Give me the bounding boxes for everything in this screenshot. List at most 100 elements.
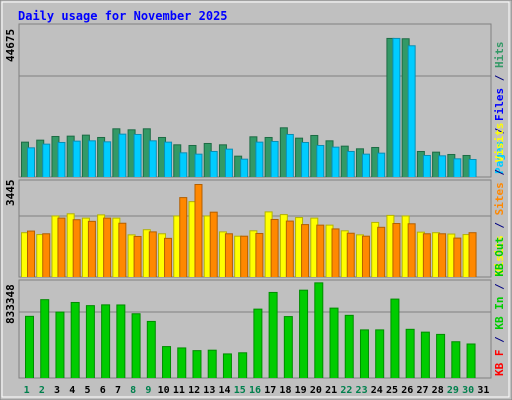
bar-visits-day-10 <box>159 234 166 277</box>
bar-kb-in-day-14 <box>223 354 231 378</box>
x-tick-label: 27 <box>416 385 428 396</box>
bar-kb-in-day-26 <box>406 329 414 378</box>
bar-files-day-25 <box>393 38 400 178</box>
bar-files-day-7 <box>119 134 126 177</box>
bar-kb-in-day-4 <box>71 302 79 378</box>
bar-sites-day-2 <box>43 234 50 277</box>
bar-kb-in-day-7 <box>117 305 125 378</box>
legend-part: / <box>493 121 506 141</box>
bar-files-day-14 <box>225 149 232 177</box>
bar-hits-day-26 <box>402 39 409 177</box>
bar-sites-day-3 <box>58 218 65 277</box>
legend-part: Visits <box>493 235 506 275</box>
top-ymax-label: 44675 <box>4 29 17 62</box>
bar-kb-in-day-2 <box>41 300 49 378</box>
bar-files-day-13 <box>210 151 217 177</box>
bar-sites-day-26 <box>408 224 415 277</box>
bar-visits-day-15 <box>235 236 242 277</box>
bar-files-day-1 <box>28 148 34 177</box>
bar-sites-day-18 <box>286 221 293 277</box>
x-tick-label: 20 <box>310 385 322 396</box>
bar-hits-day-14 <box>219 145 226 177</box>
bar-hits-day-20 <box>311 135 318 177</box>
bar-sites-day-24 <box>378 227 385 277</box>
bar-files-day-29 <box>454 159 461 177</box>
bar-visits-day-17 <box>265 212 272 277</box>
bar-sites-day-28 <box>439 234 446 277</box>
bar-hits-day-8 <box>128 130 135 177</box>
bar-visits-day-9 <box>143 230 150 277</box>
legend-part: / <box>493 162 506 182</box>
bar-kb-in-day-15 <box>239 353 247 378</box>
bar-kb-in-day-12 <box>193 351 201 378</box>
bar-visits-day-11 <box>174 216 181 277</box>
bar-visits-day-16 <box>250 231 257 277</box>
bar-visits-day-18 <box>280 215 287 277</box>
x-tick-label: 8 <box>130 385 136 396</box>
bar-files-day-17 <box>271 141 278 177</box>
bar-kb-in-day-19 <box>300 290 308 378</box>
bar-files-day-27 <box>423 155 430 177</box>
x-tick-label: 21 <box>325 385 337 396</box>
bar-visits-day-23 <box>356 235 363 277</box>
bar-files-day-22 <box>347 151 354 177</box>
bar-visits-day-28 <box>433 233 440 277</box>
bar-hits-day-9 <box>143 129 150 177</box>
bar-hits-day-12 <box>189 145 196 177</box>
bar-visits-day-3 <box>52 216 59 277</box>
bar-hits-day-10 <box>159 137 166 177</box>
bar-sites-day-13 <box>210 212 217 277</box>
bar-kb-in-day-24 <box>376 330 384 378</box>
x-tick-label: 19 <box>295 385 307 396</box>
bar-hits-day-6 <box>98 137 105 177</box>
bar-visits-day-2 <box>37 235 44 277</box>
bar-sites-day-9 <box>149 232 156 277</box>
bar-files-day-16 <box>256 142 263 177</box>
bar-sites-day-7 <box>119 223 126 277</box>
legend-part: / <box>493 215 506 235</box>
x-tick-label: 9 <box>145 385 151 396</box>
legend-part: / <box>493 68 506 88</box>
x-tick-label: 10 <box>158 385 170 396</box>
bar-visits-day-21 <box>326 225 333 277</box>
legend-middle: Visits / Sites / Visits <box>493 123 506 275</box>
legend-part: KB In <box>493 297 506 330</box>
bar-kb-in-day-8 <box>132 314 140 378</box>
bar-hits-day-21 <box>326 141 333 177</box>
bar-kb-in-day-21 <box>330 308 338 378</box>
bar-hits-day-13 <box>204 143 211 177</box>
chart-title: Daily usage for November 2025 <box>18 9 228 23</box>
x-tick-label: 4 <box>69 385 75 396</box>
x-tick-label: 22 <box>340 385 352 396</box>
bar-visits-day-5 <box>82 218 89 277</box>
bar-sites-day-17 <box>271 219 278 277</box>
bar-hits-day-7 <box>113 129 120 177</box>
x-tick-label: 28 <box>432 385 444 396</box>
bar-sites-day-21 <box>332 229 339 277</box>
bar-files-day-18 <box>286 134 293 177</box>
bar-files-day-10 <box>165 142 172 177</box>
bar-files-day-28 <box>439 156 446 177</box>
x-tick-label: 13 <box>203 385 215 396</box>
bar-files-day-15 <box>241 159 248 177</box>
legend-bottom: KB F / KB In / KB Out <box>493 237 506 376</box>
x-tick-label: 31 <box>477 385 489 396</box>
x-tick-label: 26 <box>401 385 413 396</box>
bar-kb-in-day-10 <box>163 347 171 378</box>
bar-hits-day-27 <box>417 151 424 177</box>
bar-kb-in-day-1 <box>26 316 33 378</box>
bar-sites-day-20 <box>317 225 324 277</box>
x-tick-label: 2 <box>39 385 45 396</box>
bar-sites-day-30 <box>469 233 476 277</box>
x-tick-label: 3 <box>54 385 60 396</box>
bar-hits-day-1 <box>22 142 28 177</box>
bar-files-day-30 <box>469 159 476 177</box>
bar-sites-day-14 <box>225 234 232 277</box>
bar-visits-day-12 <box>189 202 196 277</box>
legend-part: / <box>493 277 506 297</box>
x-tick-label: 16 <box>249 385 261 396</box>
bar-files-day-26 <box>408 46 415 178</box>
bar-kb-in-day-6 <box>102 305 110 378</box>
